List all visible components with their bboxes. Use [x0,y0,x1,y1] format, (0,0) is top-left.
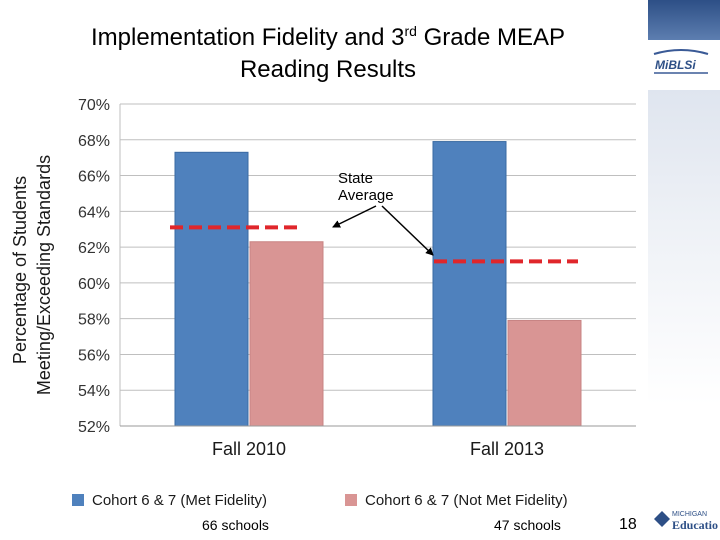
state-average-arrows [332,205,434,256]
legend-swatch-not-met [345,494,357,506]
michigan-education-logo: MICHIGAN Education [654,511,718,532]
y-tick-label: 68% [78,133,110,150]
bars [174,141,582,427]
state-average-lines [170,225,578,264]
state-average-label-line2: Average [338,187,394,204]
y-tick-label: 66% [78,169,110,186]
y-axis-title: Percentage of Students Meeting/Exceeding… [10,155,54,395]
y-tick-label: 60% [78,276,110,293]
legend-label-met: Cohort 6 & 7 (Met Fidelity) [92,491,268,509]
bar-not-met-1 [507,319,582,427]
miblsi-logo-text: MiBLSi [655,58,696,72]
y-axis-title-line2: Meeting/Exceeding Standards [34,155,54,395]
band-middle-white [648,40,720,90]
y-axis: 52% 54% 56% 58% 60% 62% 64% 66% 68% 70% [78,97,121,436]
title-superscript: rd [404,23,417,39]
school-count-2010: 66 schools [202,517,269,533]
slide-title: Implementation Fidelity and 3rd Grade ME… [20,22,636,86]
education-logo-text: Education [672,518,718,532]
y-tick-label: 62% [78,240,110,257]
x-axis-labels: Fall 2010 Fall 2013 [120,425,636,459]
legend-item-not-met: Cohort 6 & 7 (Not Met Fidelity) [345,491,568,509]
y-tick-label: 58% [78,312,110,329]
y-tick-label: 52% [78,419,110,436]
y-tick-label: 70% [78,97,110,114]
bar-met-0 [174,151,249,427]
bar-not-met-0 [249,241,324,427]
miblsi-logo: MiBLSi [653,49,709,74]
school-count-2013: 47 schools [494,517,561,533]
title-part2: Grade MEAP [416,24,565,51]
x-tick-label: Fall 2010 [212,439,286,459]
legend-label-not-met: Cohort 6 & 7 (Not Met Fidelity) [365,491,568,509]
y-tick-label: 54% [78,383,110,400]
title-part1: Implementation Fidelity and 3 [90,24,405,51]
arrow-to-2013-average [381,205,434,256]
band-lower-gradient [648,90,720,540]
state-average-label: State Average [338,170,394,204]
arrow-to-2010-average [332,205,377,228]
y-tick-label: 64% [78,204,110,221]
y-tick-label: 56% [78,347,110,364]
state-average-label-line1: State [338,170,374,187]
bar-chart: 52% 54% 56% 58% 60% 62% 64% 66% 68% 70% Fall 2010… [10,97,636,459]
legend-item-met: Cohort 6 & 7 (Met Fidelity) [72,491,267,509]
michigan-logo-text: MICHIGAN [672,511,707,518]
title-line2: Reading Results [239,56,417,83]
page-number: 18 [619,516,637,533]
bar-met-1 [432,141,507,427]
x-tick-label: Fall 2013 [470,439,544,459]
band-top-blue [648,0,720,40]
right-decorative-band [642,0,720,540]
y-axis-title-line1: Percentage of Students [10,176,30,364]
legend-swatch-met [72,494,84,506]
